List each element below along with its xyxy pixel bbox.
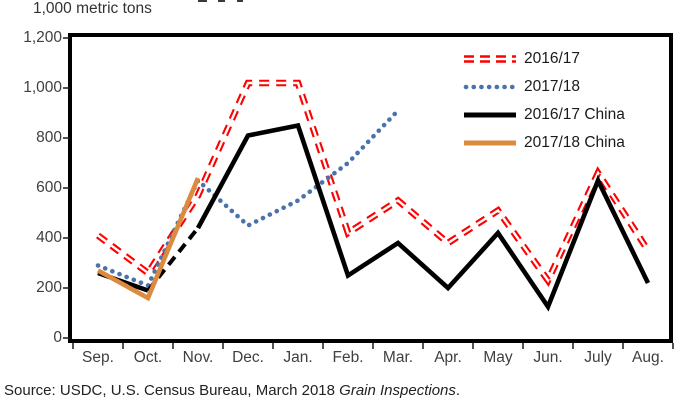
legend-line-sample xyxy=(463,84,518,90)
y-axis-tick-label: 800 xyxy=(36,129,62,146)
x-axis-tick-label: Sep. xyxy=(82,349,114,366)
y-axis-tick-label: 600 xyxy=(36,179,62,196)
x-axis-tick-label: Oct. xyxy=(133,349,163,366)
legend-line-sample xyxy=(464,55,516,63)
chart-legend: 2016/17 2017/18 2016/17 China 2017/18 China xyxy=(462,45,625,157)
y-axis-tick-label: 1,000 xyxy=(23,79,62,96)
legend-label: 2016/17 xyxy=(524,50,581,67)
x-axis-tick-label: May xyxy=(483,349,513,366)
y-axis-tick-label: 400 xyxy=(36,229,62,246)
series-line-2016-17-gap xyxy=(97,81,650,283)
x-axis-tick-label: Jan. xyxy=(283,349,313,366)
legend-item: 2016/17 China xyxy=(462,101,625,129)
series-line-2017-18-china xyxy=(96,177,201,302)
x-axis-tick-label: July xyxy=(584,349,612,366)
cropped-text-remnant xyxy=(218,0,225,2)
x-axis-tick-label: Jun. xyxy=(533,349,563,366)
x-axis-tick-label: Feb. xyxy=(332,349,364,366)
x-axis-tick-label: Mar. xyxy=(382,349,414,366)
x-axis-tick-label: Apr. xyxy=(434,349,462,366)
cropped-text-remnant xyxy=(237,0,243,2)
x-axis-tick-label: Dec. xyxy=(232,349,264,366)
source-text: Source: USDC, U.S. Census Bureau, March … xyxy=(4,382,340,399)
source-text-period: . xyxy=(455,382,461,399)
legend-label: 2017/18 China xyxy=(524,134,625,151)
y-axis-tick-label: 0 xyxy=(53,329,62,346)
legend-item: 2016/17 xyxy=(462,45,625,73)
source-note: Source: USDC, U.S. Census Bureau, March … xyxy=(4,382,460,399)
source-text-italic: Grain Inspections xyxy=(339,382,456,399)
chart-plot-area xyxy=(63,33,674,349)
legend-item: 2017/18 China xyxy=(462,129,625,157)
y-axis-tick-label: 200 xyxy=(36,279,62,296)
series-line-2017-18 xyxy=(95,108,401,289)
legend-item: 2017/18 xyxy=(462,73,625,101)
series-line-2016-17-china-dashed-segment xyxy=(146,226,200,292)
legend-line-sample xyxy=(464,112,516,118)
series-line-2016-17-china xyxy=(195,122,651,312)
y-axis-tick-label: 1,200 xyxy=(23,29,62,46)
legend-label: 2017/18 xyxy=(524,78,581,95)
legend-line-sample xyxy=(464,140,516,146)
x-axis-tick-label: Nov. xyxy=(182,349,214,366)
legend-label: 2016/17 China xyxy=(524,106,625,123)
x-axis-tick-label: Aug. xyxy=(632,349,664,366)
cropped-text-remnant xyxy=(198,0,207,2)
y-axis-unit-label: 1,000 metric tons xyxy=(33,0,152,17)
